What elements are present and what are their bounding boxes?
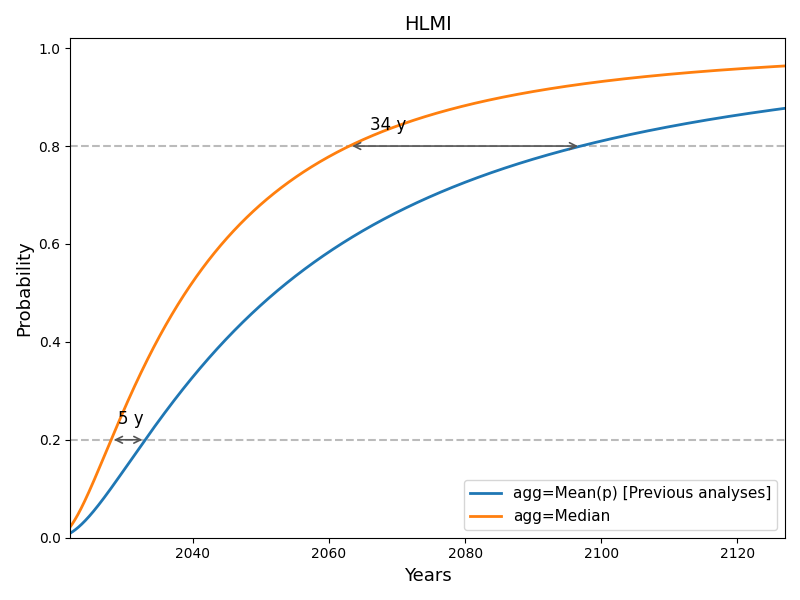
agg=Mean(p) [Previous analyses] — [102, 491, 111, 498]
X-axis label: Years: Years — [404, 567, 451, 585]
agg=Median — [628, 74, 638, 82]
Legend: agg=Mean(p) [Previous analyses], agg=Median: agg=Mean(p) [Previous analyses], agg=Med… — [464, 480, 778, 530]
Line: agg=Mean(p) [Previous analyses]: agg=Mean(p) [Previous analyses] — [70, 109, 785, 533]
agg=Median — [759, 64, 769, 71]
agg=Mean(p) [Previous analyses] — [628, 130, 638, 137]
Y-axis label: Probability: Probability — [15, 240, 33, 336]
agg=Mean(p) [Previous analyses] — [759, 107, 769, 115]
agg=Mean(p) [Previous analyses] — [780, 105, 790, 112]
agg=Median — [759, 64, 769, 71]
Text: 34 y: 34 y — [370, 116, 406, 134]
agg=Mean(p) [Previous analyses] — [66, 530, 75, 537]
agg=Median — [780, 62, 790, 70]
agg=Median — [102, 446, 111, 454]
Line: agg=Median: agg=Median — [70, 66, 785, 527]
agg=Median — [66, 523, 75, 530]
agg=Median — [394, 122, 404, 129]
agg=Mean(p) [Previous analyses] — [413, 199, 422, 206]
agg=Mean(p) [Previous analyses] — [394, 208, 404, 215]
agg=Median — [413, 115, 422, 122]
agg=Mean(p) [Previous analyses] — [759, 107, 769, 115]
Text: 5 y: 5 y — [118, 410, 143, 428]
Title: HLMI: HLMI — [404, 15, 451, 34]
